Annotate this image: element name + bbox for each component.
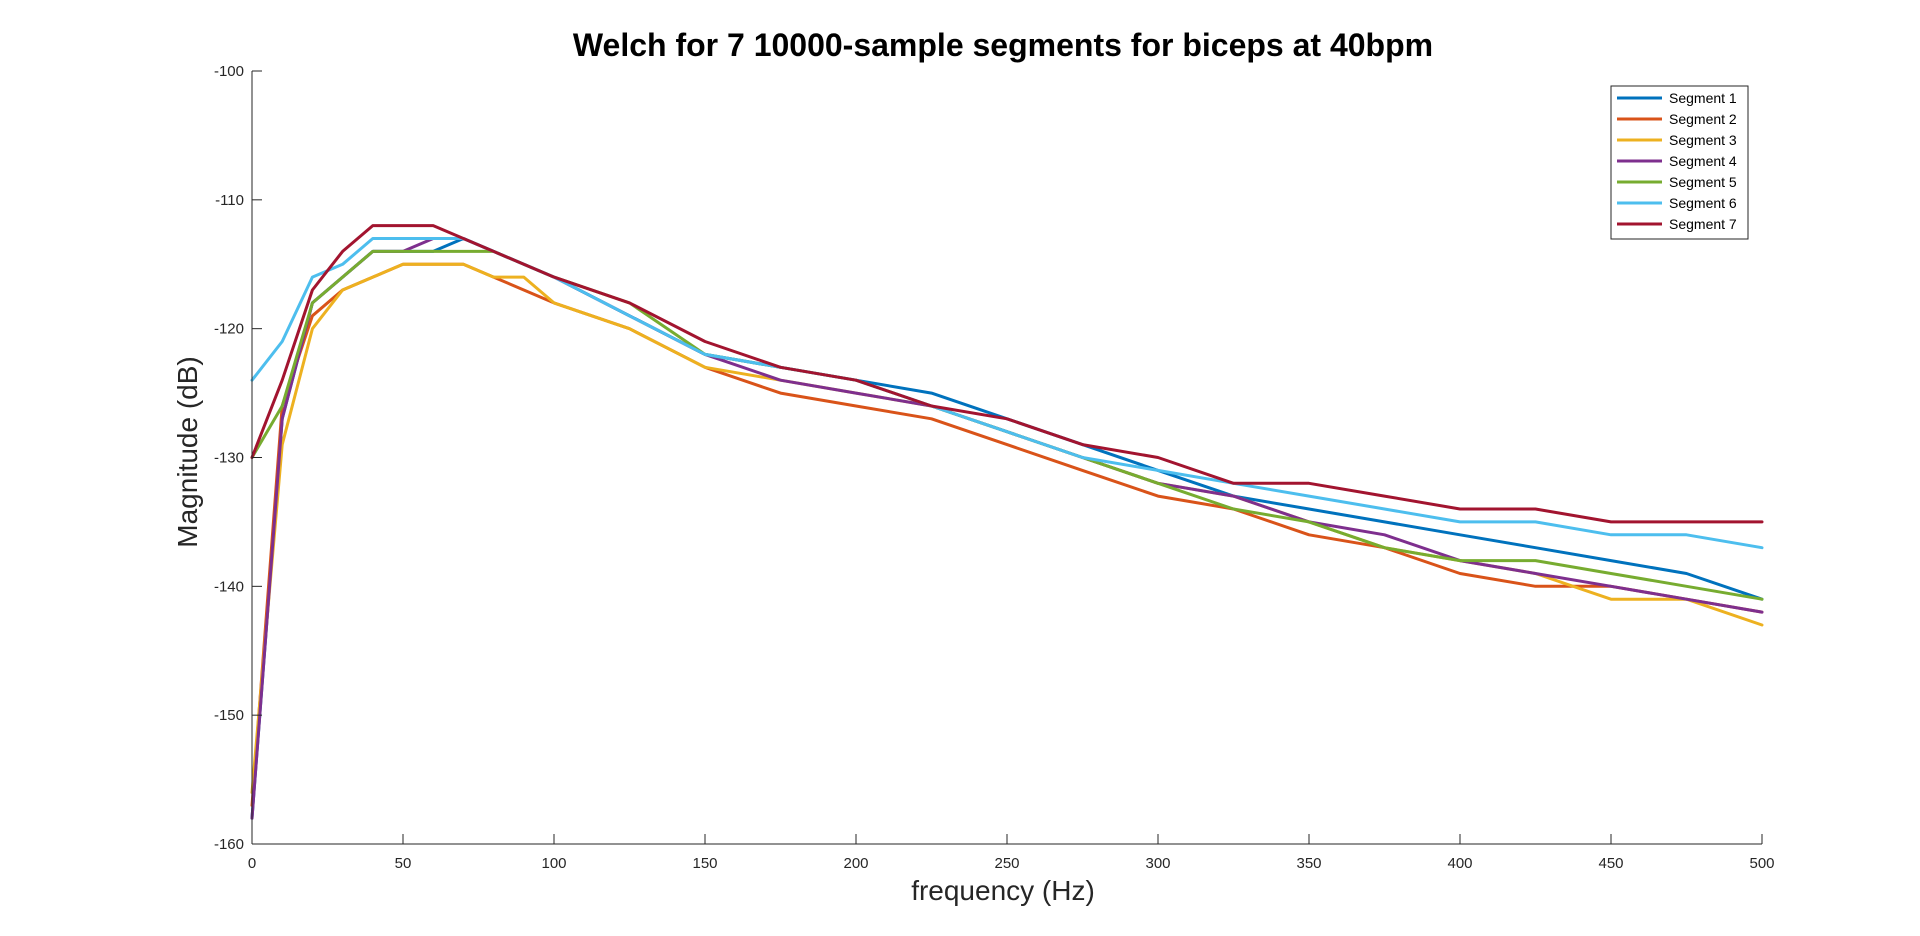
y-tick-label: -100 [214, 63, 244, 80]
x-tick-label: 350 [1296, 855, 1321, 872]
legend-label: Segment 2 [1669, 111, 1737, 127]
x-tick-label: 250 [994, 855, 1019, 872]
x-axis-label: frequency (Hz) [911, 875, 1095, 906]
y-tick-label: -130 [214, 450, 244, 467]
legend-label: Segment 6 [1669, 195, 1737, 211]
y-tick-label: -140 [214, 578, 244, 595]
y-tick-label: -110 [215, 192, 244, 209]
y-tick-label: -160 [214, 836, 244, 853]
x-tick-label: 50 [395, 855, 412, 872]
legend-label: Segment 4 [1669, 153, 1737, 169]
x-tick-label: 150 [692, 855, 717, 872]
legend-label: Segment 7 [1669, 216, 1737, 232]
x-tick-label: 450 [1598, 855, 1623, 872]
plot-background [252, 71, 1762, 844]
x-tick-label: 0 [248, 855, 256, 872]
legend-label: Segment 1 [1669, 90, 1737, 106]
x-tick-label: 200 [843, 855, 868, 872]
chart-title: Welch for 7 10000-sample segments for bi… [573, 27, 1433, 63]
x-tick-label: 100 [541, 855, 566, 872]
y-tick-label: -150 [214, 707, 244, 724]
legend-label: Segment 5 [1669, 174, 1737, 190]
x-tick-label: 300 [1145, 855, 1170, 872]
x-tick-label: 500 [1749, 855, 1774, 872]
y-axis-label: Magnitude (dB) [172, 356, 203, 547]
y-tick-label: -120 [214, 321, 244, 338]
axes-layer: 0 50 100 150 200 250 300 350 400 450 500 -160 -150 -1… [214, 63, 1775, 872]
legend-label: Segment 3 [1669, 132, 1737, 148]
series-layer [250, 224, 1764, 820]
legend: Segment 1 Segment 2 Segment 3 Segment 4 Segm… [1610, 85, 1749, 240]
plot-area [252, 71, 1762, 844]
series-line-segment-7 [250, 224, 1764, 524]
x-tick-label: 400 [1447, 855, 1472, 872]
